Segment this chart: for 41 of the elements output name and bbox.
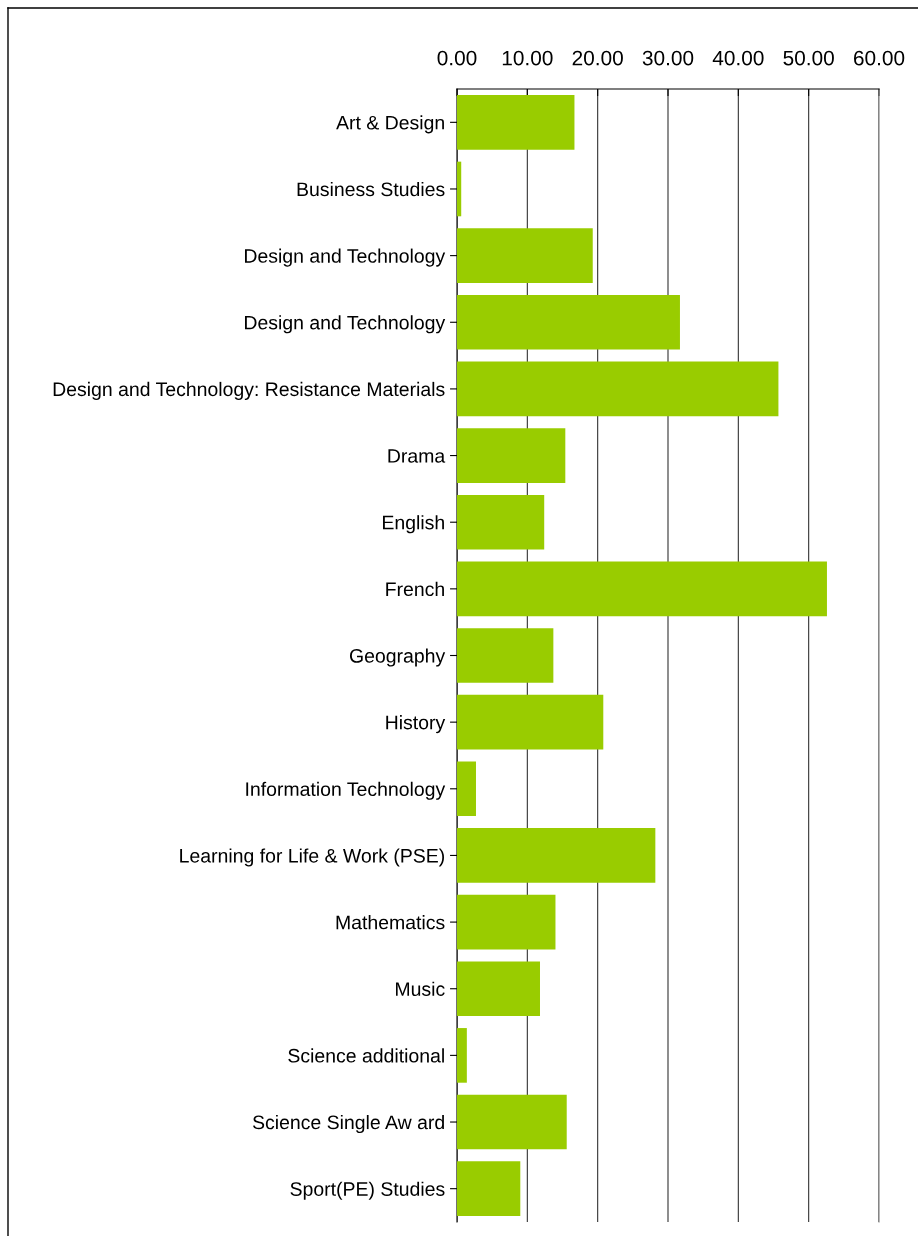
y-tick-label: French	[386, 581, 444, 597]
bar	[457, 1094, 567, 1150]
y-tick-label: Design and Technology	[245, 315, 446, 334]
bar	[457, 494, 545, 550]
y-tick-label: Business Studies	[297, 181, 445, 197]
y-tick-label: History	[386, 715, 446, 734]
y-tick-label: Mathematics	[336, 915, 445, 930]
bar	[457, 428, 566, 483]
y-tick-label: Design and Technology: Resistance Materials	[53, 381, 445, 400]
x-tick-label: 20.00	[572, 50, 623, 66]
bar	[457, 294, 680, 350]
x-tick-label: 60.00	[853, 50, 905, 66]
y-tick-label: Science Single Aw ard	[252, 1114, 444, 1134]
bar	[457, 894, 556, 950]
x-tick-label: 40.00	[712, 50, 764, 66]
y-tick-label: Art & Design	[336, 115, 444, 134]
bar	[457, 828, 656, 883]
bar	[457, 361, 779, 417]
bar	[457, 694, 604, 750]
y-tick-label: Geography	[349, 648, 446, 667]
y-tick-label: Design and Technology	[245, 248, 446, 267]
y-tick-label: English	[383, 515, 444, 534]
y-tick-label: Information Technology	[246, 781, 446, 800]
y-tick-label: Learning for Life & Work (PSE)	[180, 848, 444, 867]
bar	[457, 228, 593, 283]
y-tick-label: Science additional	[288, 1048, 444, 1063]
bar	[457, 628, 554, 683]
bar	[457, 761, 476, 817]
bar	[457, 1161, 521, 1216]
y-tick-label: Music	[396, 981, 445, 996]
bar	[457, 1028, 467, 1083]
x-tick-label: 30.00	[642, 50, 694, 66]
x-tick-label: 0.00	[437, 50, 477, 66]
bar	[457, 561, 827, 617]
bar	[457, 961, 540, 1017]
bar	[457, 95, 575, 150]
x-tick-label: 50.00	[783, 50, 834, 66]
y-tick-label: Drama	[388, 449, 446, 463]
y-tick-label: Sport(PE) Studies	[290, 1181, 445, 1200]
bar	[457, 161, 462, 217]
x-tick-label: 10.00	[502, 50, 553, 66]
